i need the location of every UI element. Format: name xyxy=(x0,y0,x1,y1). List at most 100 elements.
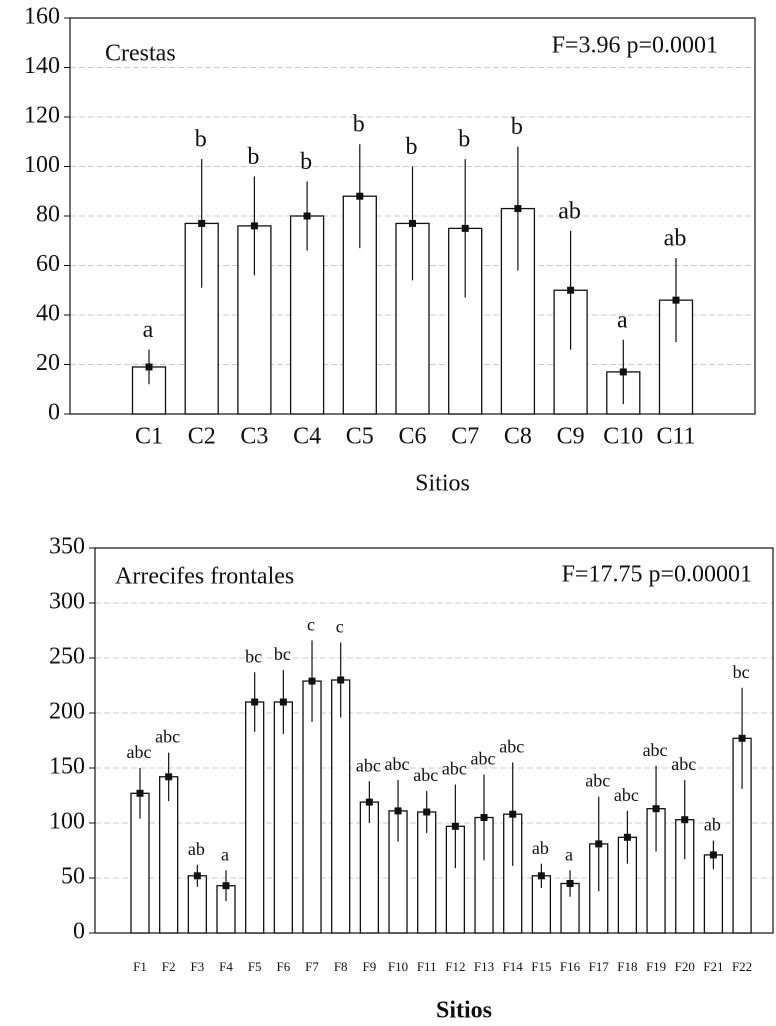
mean-marker xyxy=(222,882,230,890)
y-tick-label: 140 xyxy=(24,53,60,79)
group-letter: abc xyxy=(413,765,438,785)
panel-title: Crestas xyxy=(105,41,176,67)
y-tick-label: 350 xyxy=(49,534,85,560)
mean-marker xyxy=(365,798,373,806)
x-tick-label: C11 xyxy=(656,424,695,450)
panel-title: Arrecifes frontales xyxy=(115,564,294,590)
x-axis-label: Sitios xyxy=(436,998,492,1024)
mean-marker xyxy=(251,698,259,706)
group-letter: bc xyxy=(245,646,262,666)
x-axis-label: Sitios xyxy=(415,471,470,497)
mean-marker xyxy=(193,872,201,880)
group-letter: ab xyxy=(664,226,687,252)
x-tick-label: F1 xyxy=(133,959,147,974)
x-tick-label: C8 xyxy=(504,424,532,450)
mean-marker xyxy=(451,822,459,830)
x-tick-label: F11 xyxy=(417,959,437,974)
y-tick-label: 100 xyxy=(49,809,85,835)
x-tick-label: C6 xyxy=(398,424,426,450)
group-letter: b xyxy=(406,134,418,160)
y-tick-label: 160 xyxy=(24,4,60,30)
group-letter: a xyxy=(565,844,573,864)
group-letter: ab xyxy=(188,839,205,859)
x-tick-label: F8 xyxy=(334,959,348,974)
x-tick-label: C1 xyxy=(135,424,163,450)
mean-marker xyxy=(279,698,287,706)
mean-marker xyxy=(709,851,717,859)
mean-marker xyxy=(356,192,364,200)
group-letter: b xyxy=(511,114,523,140)
y-tick-label: 20 xyxy=(36,350,60,376)
group-letter: abc xyxy=(356,755,381,775)
group-letter: abc xyxy=(471,749,496,769)
y-tick-label: 200 xyxy=(49,699,85,725)
x-tick-label: F18 xyxy=(617,959,637,974)
y-tick-label: 250 xyxy=(49,644,85,670)
mean-marker xyxy=(509,810,517,818)
mean-marker xyxy=(308,677,316,685)
group-letter: abc xyxy=(385,754,410,774)
x-tick-label: C7 xyxy=(451,424,479,450)
stats-annotation: F=17.75 p=0.00001 xyxy=(562,562,752,588)
mean-marker xyxy=(567,286,575,294)
y-tick-label: 0 xyxy=(73,919,85,945)
group-letter: abc xyxy=(127,742,152,762)
x-tick-label: F20 xyxy=(675,959,695,974)
y-tick-label: 100 xyxy=(24,152,60,178)
x-tick-label: C2 xyxy=(188,424,216,450)
x-tick-label: F7 xyxy=(305,959,319,974)
x-tick-label: F21 xyxy=(703,959,723,974)
x-tick-label: C4 xyxy=(293,424,321,450)
y-tick-label: 150 xyxy=(49,754,85,780)
group-letter: abc xyxy=(585,771,610,791)
y-tick-label: 300 xyxy=(49,589,85,615)
y-tick-label: 80 xyxy=(36,202,60,228)
group-letter: a xyxy=(617,307,628,333)
group-letter: a xyxy=(221,844,229,864)
group-letter: c xyxy=(336,617,344,637)
mean-marker xyxy=(672,296,680,304)
group-letter: abc xyxy=(614,785,639,805)
mean-marker xyxy=(480,814,488,821)
bar xyxy=(273,701,294,934)
mean-marker xyxy=(537,872,545,880)
mean-marker xyxy=(303,212,311,220)
mean-marker xyxy=(423,808,431,816)
y-tick-label: 40 xyxy=(36,301,60,327)
group-letter: c xyxy=(307,615,315,635)
x-tick-label: F14 xyxy=(503,959,524,974)
mean-marker xyxy=(409,219,416,227)
bar xyxy=(245,701,265,934)
group-letter: b xyxy=(353,112,365,138)
group-letter: ab xyxy=(532,838,549,858)
group-letter: b xyxy=(458,127,470,153)
x-tick-label: F3 xyxy=(190,959,204,974)
mean-marker xyxy=(337,676,345,684)
x-tick-label: C5 xyxy=(346,424,374,450)
mean-marker xyxy=(136,789,144,797)
bar xyxy=(331,679,351,934)
x-tick-label: F16 xyxy=(560,959,581,974)
mean-marker xyxy=(652,805,660,813)
y-tick-label: 50 xyxy=(61,864,85,890)
mean-marker xyxy=(681,816,689,824)
x-tick-label: F10 xyxy=(388,959,408,974)
mean-marker xyxy=(198,219,206,227)
group-letter: abc xyxy=(643,740,668,760)
y-tick-label: 0 xyxy=(48,400,60,426)
x-tick-label: F4 xyxy=(219,959,233,974)
x-tick-label: F19 xyxy=(646,959,666,974)
mean-marker xyxy=(514,205,522,213)
group-letter: ab xyxy=(704,815,721,835)
mean-marker xyxy=(394,807,402,815)
x-tick-label: F12 xyxy=(445,959,465,974)
group-letter: b xyxy=(195,127,207,153)
mean-marker xyxy=(250,222,258,230)
group-letter: b xyxy=(300,149,312,175)
mean-marker xyxy=(145,363,153,371)
mean-marker xyxy=(595,840,603,848)
x-tick-label: C10 xyxy=(603,424,643,450)
x-tick-label: F15 xyxy=(531,959,551,974)
group-letter: a xyxy=(143,317,154,343)
